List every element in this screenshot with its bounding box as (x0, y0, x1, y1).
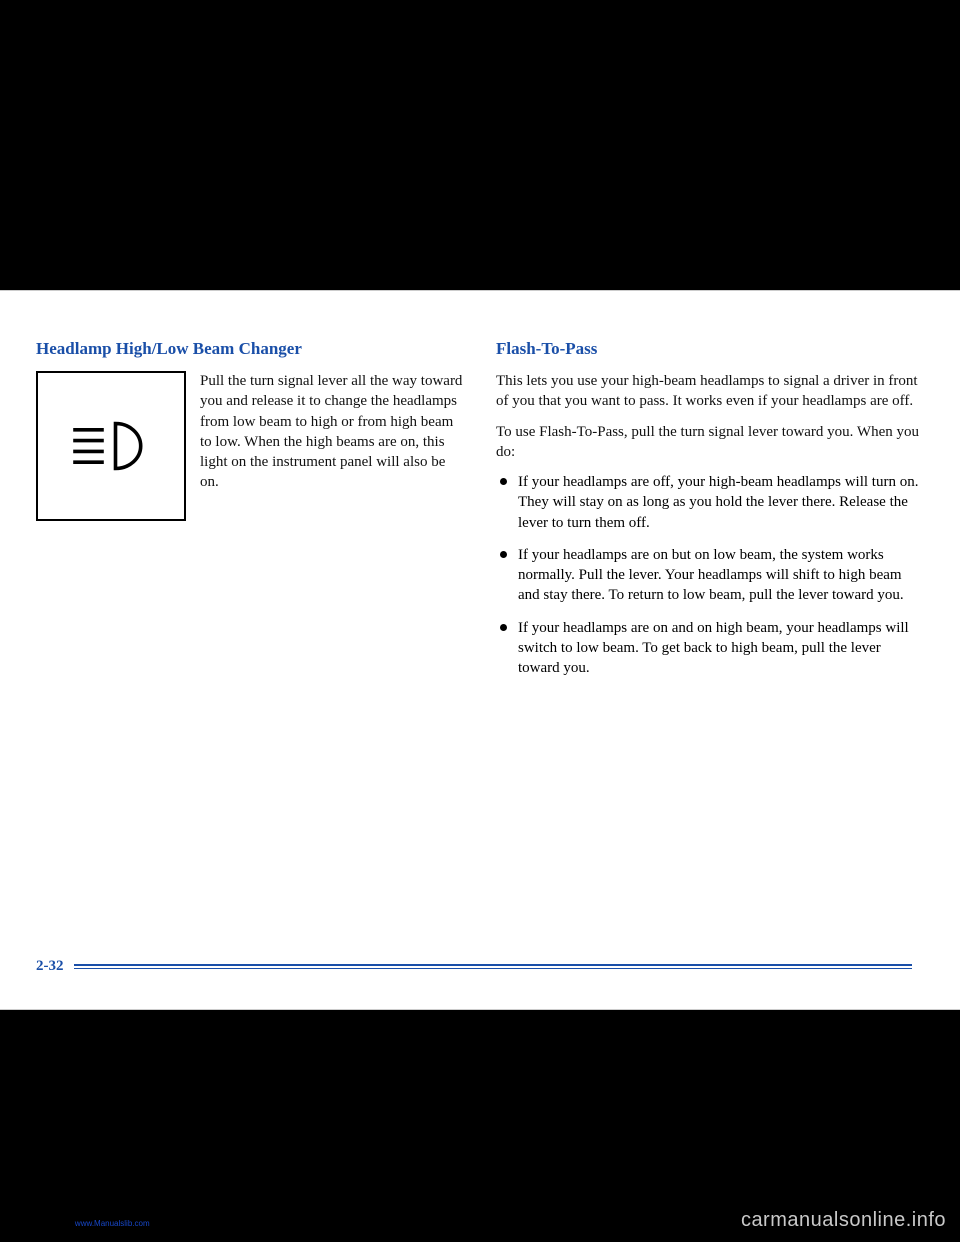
content-columns: Headlamp High/Low Beam Changer Pull the … (0, 291, 960, 710)
download-suffix: manuals search engine (150, 1219, 235, 1228)
download-note: Downloaded from www.Manualslib.com manua… (10, 1219, 235, 1228)
page-footer: 2-32 (36, 957, 924, 975)
high-beam-icon (66, 416, 156, 476)
left-block: Pull the turn signal lever all the way t… (36, 371, 464, 521)
footer-rule (74, 964, 912, 969)
bullet-list: If your headlamps are off, your high-bea… (496, 472, 924, 678)
page-number: 2-32 (36, 958, 64, 975)
list-item: If your headlamps are off, your high-bea… (496, 472, 924, 533)
manual-page: Headlamp High/Low Beam Changer Pull the … (0, 290, 960, 1010)
right-intro-1: This lets you use your high-beam headlam… (496, 371, 924, 412)
download-prefix: Downloaded from (10, 1219, 75, 1228)
list-item: If your headlamps are on but on low beam… (496, 545, 924, 606)
high-beam-icon-frame (36, 371, 186, 521)
right-column: Flash-To-Pass This lets you use your hig… (496, 339, 924, 690)
list-item: If your headlamps are on and on high bea… (496, 618, 924, 679)
left-body-text: Pull the turn signal lever all the way t… (200, 371, 464, 521)
left-column: Headlamp High/Low Beam Changer Pull the … (36, 339, 464, 690)
right-heading: Flash-To-Pass (496, 339, 924, 359)
site-watermark: carmanualsonline.info (741, 1209, 946, 1232)
right-intro-2: To use Flash-To-Pass, pull the turn sign… (496, 422, 924, 463)
left-heading: Headlamp High/Low Beam Changer (36, 339, 464, 359)
download-link: www.Manualslib.com (75, 1219, 150, 1228)
